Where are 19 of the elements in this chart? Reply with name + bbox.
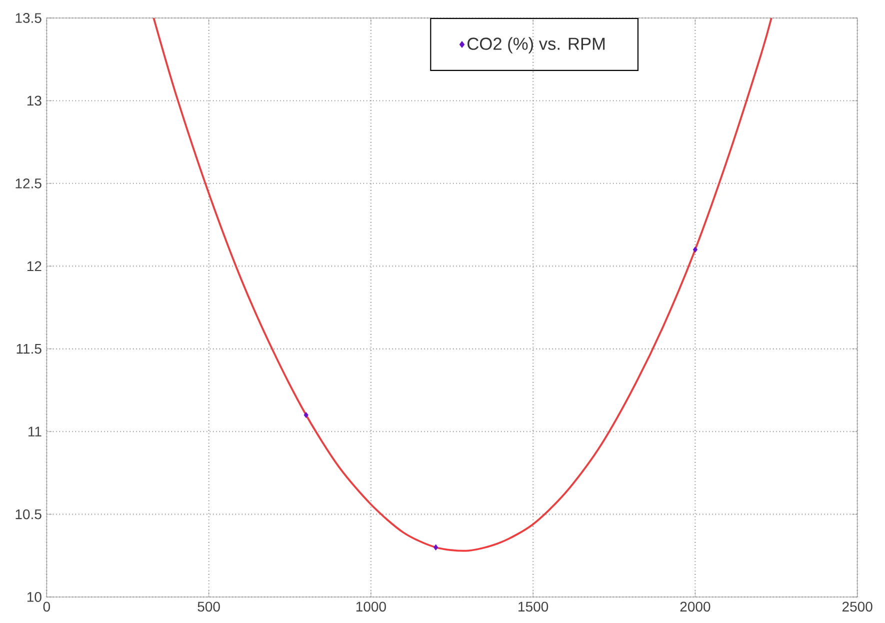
y-tick-label: 12.5 xyxy=(16,178,42,188)
legend-label: CO2 (%) vs. RPM xyxy=(468,37,605,54)
y-tick-label: 13.5 xyxy=(16,13,42,23)
point xyxy=(304,412,308,418)
line-series xyxy=(152,18,772,552)
x-tick-label: 500 xyxy=(198,602,220,612)
x-tick-label: 1500 xyxy=(518,602,548,612)
y-tick-label: 10 xyxy=(27,592,42,602)
y-tick-label: 13 xyxy=(27,96,42,106)
y-tick-label: 10.5 xyxy=(16,509,42,520)
y-tick-label: 12 xyxy=(27,261,42,272)
x-tick-label: 0 xyxy=(43,602,50,612)
point xyxy=(434,544,438,550)
x-tick-label: 2500 xyxy=(842,602,872,612)
y-tick-label: 11.5 xyxy=(16,344,42,354)
x-tick-label: 2000 xyxy=(680,602,710,612)
x-tick-label: 1000 xyxy=(356,602,386,612)
point xyxy=(692,246,698,253)
y-tick-label: 11 xyxy=(28,426,42,436)
